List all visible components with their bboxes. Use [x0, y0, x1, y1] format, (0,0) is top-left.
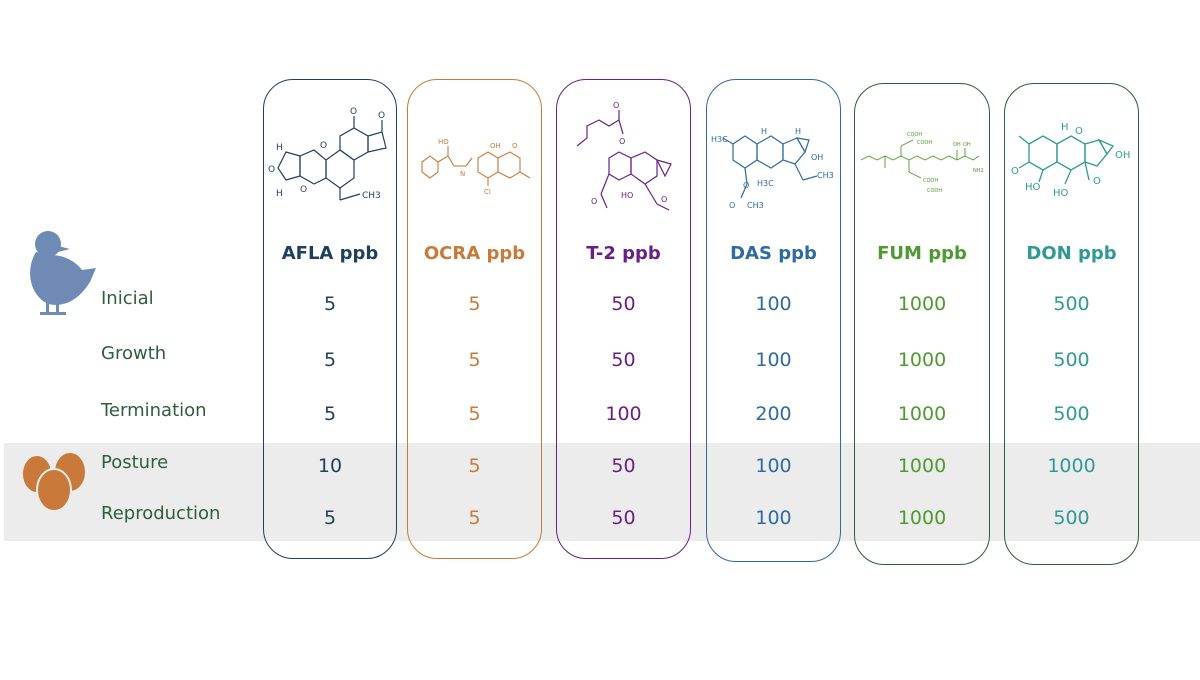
fum-value-inicial: 1000: [897, 293, 947, 315]
svg-text:O: O: [320, 141, 327, 151]
header-fum: FUM ppb: [877, 243, 967, 264]
svg-text:O: O: [268, 165, 275, 175]
fum-value-growth: 1000: [897, 349, 947, 371]
das-value-posture: 100: [755, 455, 792, 477]
das-molecule-icon: H3C H H OH H3C O O CH3 CH3: [711, 127, 834, 210]
svg-text:OH: OH: [953, 142, 961, 148]
column-afla: O O O O O H H CH3 AFLA ppb 5 5 5 10 5: [263, 79, 397, 559]
column-t2: O O HO O O T-2 ppb 50 50 100 50 50: [556, 79, 691, 559]
column-ocra: HO N OH O Cl OCRA ppb 5 5 5 5 5: [407, 79, 542, 559]
stage-label-termination: Termination: [101, 400, 207, 421]
fum-value-posture: 1000: [897, 455, 947, 477]
t2-value-inicial: 50: [611, 293, 636, 315]
column-fum: COOH COOH COOH COOH OH OH NH2 FUM ppb 1000 1…: [854, 83, 990, 565]
das-value-inicial: 100: [755, 293, 792, 315]
t2-value-posture: 50: [611, 455, 636, 477]
svg-text:NH2: NH2: [973, 168, 984, 174]
svg-text:CH3: CH3: [817, 171, 834, 180]
don-value-posture: 1000: [1047, 455, 1096, 477]
ocra-value-termination: 5: [468, 403, 481, 425]
svg-text:O: O: [512, 142, 518, 150]
svg-text:HO: HO: [1025, 182, 1041, 193]
svg-text:HO: HO: [438, 138, 449, 146]
svg-text:O: O: [613, 101, 619, 110]
t2-molecule-icon: O O HO O O: [576, 101, 672, 211]
svg-text:Cl: Cl: [484, 188, 491, 196]
svg-text:O: O: [1075, 126, 1083, 137]
afla-molecule-icon: O O O O O H H CH3: [268, 107, 387, 201]
fum-value-termination: 1000: [897, 403, 947, 425]
svg-text:H3C: H3C: [757, 179, 774, 188]
svg-text:H: H: [1061, 122, 1069, 133]
svg-text:O: O: [300, 185, 307, 195]
svg-text:COOH: COOH: [923, 178, 938, 184]
svg-text:HO: HO: [1053, 188, 1069, 199]
das-value-growth: 100: [755, 349, 792, 371]
ocra-molecule-icon: HO N OH O Cl: [421, 138, 531, 196]
svg-text:O: O: [661, 195, 667, 204]
column-das: H3C H H OH H3C O O CH3 CH3 DAS ppb 100 100 200…: [706, 79, 841, 562]
svg-text:OH: OH: [490, 142, 501, 150]
das-value-termination: 200: [755, 403, 792, 425]
header-ocra: OCRA ppb: [423, 243, 526, 264]
stage-label-inicial: Inicial: [101, 288, 154, 309]
svg-text:O: O: [743, 181, 749, 190]
column-don: H O OH O HO HO O DON ppb 500 500 500 1000 50…: [1004, 83, 1139, 565]
svg-text:O: O: [1093, 176, 1101, 187]
header-das: DAS ppb: [730, 243, 817, 264]
header-afla: AFLA ppb: [281, 243, 379, 264]
svg-text:O: O: [619, 137, 625, 146]
svg-text:CH3: CH3: [362, 191, 381, 201]
svg-text:COOH: COOH: [927, 188, 942, 194]
svg-text:N: N: [460, 170, 465, 178]
svg-text:OH: OH: [811, 153, 823, 162]
layer-stage-band: [4, 443, 1200, 541]
ocra-value-reproduction: 5: [468, 507, 481, 529]
header-t2: T-2 ppb: [586, 243, 661, 264]
ocra-value-inicial: 5: [468, 293, 481, 315]
svg-text:COOH: COOH: [907, 132, 922, 138]
svg-text:HO: HO: [621, 191, 633, 200]
stage-label-growth: Growth: [101, 343, 167, 364]
svg-text:H: H: [761, 127, 767, 136]
afla-value-termination: 5: [323, 403, 337, 425]
svg-text:CH3: CH3: [747, 201, 764, 210]
svg-text:COOH: COOH: [917, 140, 932, 146]
svg-text:O: O: [350, 107, 357, 117]
chick-icon: [30, 231, 96, 315]
svg-text:H3C: H3C: [711, 135, 728, 144]
svg-text:O: O: [378, 111, 385, 121]
afla-value-inicial: 5: [323, 293, 337, 315]
don-value-inicial: 500: [1053, 293, 1090, 315]
fum-molecule-icon: COOH COOH COOH COOH OH OH NH2: [860, 132, 984, 194]
svg-text:O: O: [591, 197, 597, 206]
stage-label-reproduction: Reproduction: [101, 503, 221, 524]
svg-text:H: H: [276, 143, 283, 153]
t2-value-growth: 50: [611, 349, 636, 371]
ocra-value-growth: 5: [468, 349, 481, 371]
svg-text:H: H: [276, 189, 283, 199]
das-value-reproduction: 100: [755, 507, 792, 529]
svg-text:H: H: [795, 127, 801, 136]
svg-text:O: O: [1011, 166, 1019, 177]
ocra-value-posture: 5: [468, 455, 481, 477]
don-value-termination: 500: [1053, 403, 1090, 425]
afla-value-posture: 10: [317, 455, 343, 477]
don-value-reproduction: 500: [1053, 507, 1090, 529]
afla-value-growth: 5: [323, 349, 337, 371]
fum-value-reproduction: 1000: [897, 507, 947, 529]
header-don: DON ppb: [1026, 243, 1117, 264]
svg-text:OH: OH: [1115, 150, 1130, 161]
stage-label-posture: Posture: [101, 452, 169, 473]
svg-text:OH: OH: [963, 142, 971, 148]
eggs-icon: [21, 451, 87, 512]
t2-value-reproduction: 50: [611, 507, 636, 529]
t2-value-termination: 100: [605, 403, 642, 425]
don-value-growth: 500: [1053, 349, 1090, 371]
afla-value-reproduction: 5: [323, 507, 337, 529]
svg-text:O: O: [729, 201, 735, 210]
